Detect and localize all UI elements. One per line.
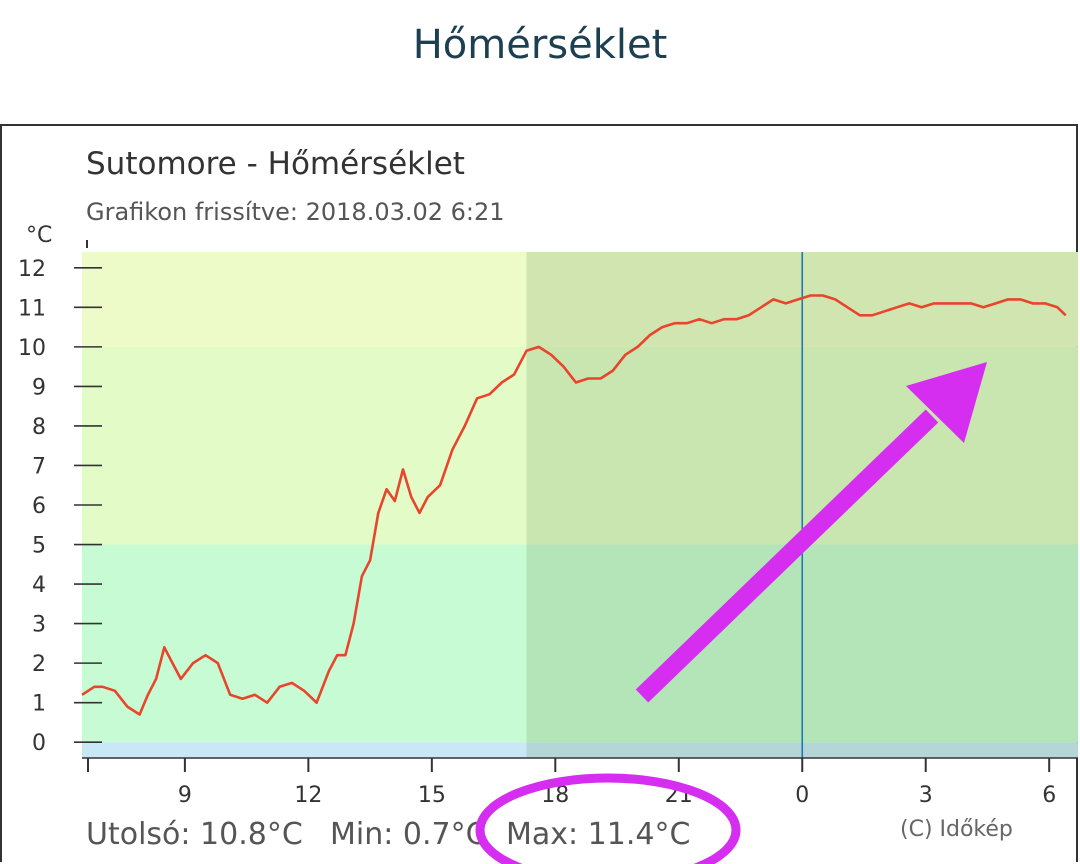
copyright-label: (C) Időkép xyxy=(900,817,1013,842)
footer-min-value: Min: 0.7°C xyxy=(330,817,487,852)
trend-arrow-annotation xyxy=(635,362,987,703)
temperature-series-line xyxy=(81,294,1067,716)
trend-arrow-shaft xyxy=(635,409,939,703)
x-tick-label-6: 6 xyxy=(1042,783,1056,808)
y-tick-label-1: 1 xyxy=(32,692,46,717)
max-highlight-ellipse xyxy=(475,773,741,864)
x-tick-label-3: 3 xyxy=(919,783,933,808)
footer-last-value: Utolsó: 10.8°C xyxy=(86,817,303,852)
band-1 xyxy=(82,544,1078,743)
band-0 xyxy=(82,742,1078,758)
y-tick-label-4: 4 xyxy=(32,573,46,598)
x-tick-label-12: 12 xyxy=(294,783,322,808)
y-tick-label-10: 10 xyxy=(18,336,46,361)
footer-max-value: Max: 11.4°C xyxy=(506,817,690,852)
trend-arrow-head xyxy=(906,362,987,443)
temperature-bands xyxy=(82,252,1078,758)
y-axis-unit: °C xyxy=(26,223,52,248)
y-tick-label-2: 2 xyxy=(32,652,46,677)
y-tick-label-11: 11 xyxy=(18,296,46,321)
x-tick-label-0: 0 xyxy=(795,783,809,808)
y-tick-label-9: 9 xyxy=(32,375,46,400)
band-3 xyxy=(82,252,1078,347)
y-tick-label-6: 6 xyxy=(32,494,46,519)
y-tick-label-3: 3 xyxy=(32,613,46,638)
y-tick-label-8: 8 xyxy=(32,415,46,440)
chart-subtitle: Grafikon frissítve: 2018.03.02 6:21 xyxy=(86,198,505,226)
temperature-chart: 0 1 2 3 4 5 6 7 8 9 10 11 12 9 12 15 18 21 0 3 6 Sutomore -… xyxy=(0,124,1078,864)
y-tick-label-7: 7 xyxy=(32,454,46,479)
y-tick-label-5: 5 xyxy=(32,534,46,559)
page-title: Hőmérséklet xyxy=(412,22,668,68)
chart-title: Sutomore - Hőmérséklet xyxy=(86,146,465,182)
x-tick-label-15: 15 xyxy=(418,783,446,808)
y-tick-label-12: 12 xyxy=(18,257,46,282)
y-tick-label-0: 0 xyxy=(32,731,46,756)
x-tick-label-9: 9 xyxy=(178,783,192,808)
